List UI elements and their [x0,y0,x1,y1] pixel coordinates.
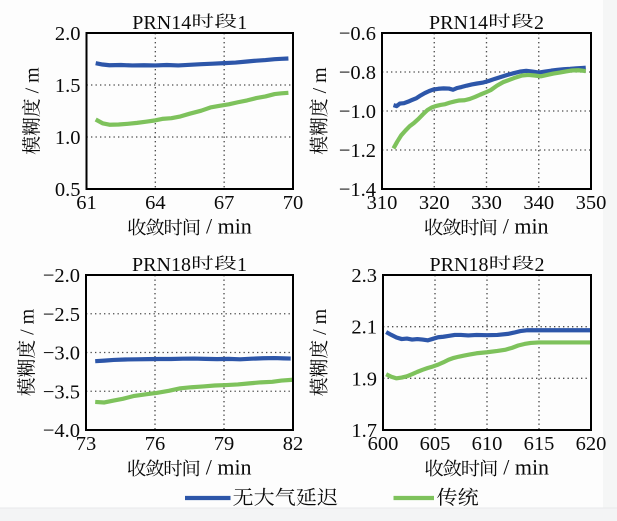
subplot-3-ylabel: / m [17,308,39,396]
subplot-2-xtick-label: 340 [523,192,554,214]
latin-run: / m [22,67,44,99]
subplot-1-ylabel-rot: / m [22,67,44,155]
subplot-3-title: PRN18 1 [132,254,247,276]
subplot-3-series-traditional [95,377,294,405]
subplot-3-xtick-label: 73 [76,433,97,455]
subplot-3-ytick-label: −3.5 [43,381,80,403]
latin-run: 2 [534,254,544,276]
subplot-2-ytick-label: −1.4 [339,179,376,201]
subplot-2-ytick-label: −1.0 [339,101,376,123]
subplots-group: PRN14 161 64 67 700.51.01.52.0 / min / mPRN1… [17,12,606,506]
latin-run: PRN18 [132,254,191,276]
subplot-3-ytick-label: −2.5 [43,304,80,326]
latin-run: 1 [237,254,247,276]
subplot-1-frame [85,32,294,190]
subplot-2-xtick-label: 350 [576,192,607,214]
subplot-4-xtick-label: 615 [524,433,555,455]
subplot-3-ytick-label: −4.0 [43,420,80,442]
subplot-1-xlabel: / min [128,214,252,239]
subplot-4-ytick-label: 2.3 [351,265,377,287]
subplot-3-xtick-label: 76 [145,433,166,455]
subplot-2-ylabel-rot: / m [309,67,331,155]
subplot-2-grid [382,33,591,189]
latin-run: PRN14 [132,12,191,34]
subplot-4-series-traditional [385,340,591,381]
subplot-4-ytick-label: 2.1 [351,317,377,339]
subplot-2-ytick-label: −0.8 [339,62,376,84]
subplot-2-xtick-label: 310 [367,192,398,214]
subplot-1-ytick-label: 2.0 [55,23,81,45]
subplot-4-ytick-label: 1.9 [351,368,377,390]
subplot-2-series-no-atmo [392,65,586,109]
subplot-4-title: PRN18 2 [430,254,545,276]
subplot-4-xtick-label: 600 [368,433,399,455]
subplot-4-ylabel-rot: / m [309,308,331,396]
subplot-3-series-no-atmo [95,355,291,364]
subplot-3-xlabel: / min [128,455,252,480]
latin-run: / m [17,308,39,340]
subplot-3-xtick-label: 79 [214,433,235,455]
subplot-1: PRN14 1 61 64 67 70 0.5 1.0 1.5 2.0 / min / m [22,12,304,239]
subplot-3: PRN18 1 73 76 79 82 −4.0 −3.5 −3.0 −2.5 −2.0 / min… [17,254,304,480]
subplot-1-series-traditional [94,90,289,127]
subplot-2: PRN14 2 310 320 330 340 350 −1.4 −1.2 −1.0 −0.8 −0.… [309,12,606,239]
subplot-2-xtick-label: 320 [419,192,450,214]
subplot-3-frame [85,274,294,431]
subplot-2-ytick-label: −0.6 [339,23,376,45]
subplot-2-series-traditional [391,68,587,150]
legend [185,487,479,506]
latin-run: PRN18 [430,254,489,276]
subplot-4-frame [382,274,592,431]
page-edge-bottom [0,508,617,521]
latin-run: PRN14 [429,12,488,34]
subplot-1-ylabel: / m [22,67,44,155]
subplot-2-ytick-label: −1.2 [339,140,376,162]
subplot-2-xtick-label: 330 [471,192,502,214]
subplot-2-xlabel: / min [425,214,549,239]
subplot-1-ytick-label: 1.5 [55,75,81,97]
latin-run: / m [309,308,331,340]
subplot-1-grid [86,33,293,189]
subplot-1-xtick-label: 64 [145,192,166,214]
latin-run: / min [200,214,251,239]
latin-run: 2 [534,12,544,34]
subplot-1-title: PRN14 1 [132,12,247,34]
latin-run: / m [309,67,331,99]
subplot-1-xtick-label: 70 [283,192,304,214]
subplot-4-xtick-label: 620 [576,433,607,455]
subplot-4-ylabel: / m [309,308,331,396]
subplot-4-ytick-label: 1.7 [351,420,377,442]
subplot-3-ytick-label: −3.0 [43,343,80,365]
subplot-1-ytick-label: 0.5 [55,179,81,201]
subplot-1-xtick-label: 67 [214,192,235,214]
latin-run: / min [200,455,251,480]
subplot-3-grid [86,275,293,430]
subplot-4-xtick-label: 610 [472,433,503,455]
subplot-1-ytick-label: 1.0 [55,127,81,149]
latin-run: 1 [237,12,247,34]
subplot-2-title: PRN14 2 [429,12,544,34]
subplot-1-xtick-label: 61 [76,192,97,214]
subplot-3-xtick-label: 82 [283,433,304,455]
subplot-1-series-no-atmo [95,56,289,68]
latin-run: / min [497,214,548,239]
subplot-2-frame [381,32,592,190]
subplot-2-ylabel: / m [309,67,331,155]
latin-run: / min [498,455,549,480]
subplot-4-series-no-atmo [385,328,591,343]
page-edge-right [603,0,617,521]
subplot-3-ytick-label: −2.0 [43,265,80,287]
subplot-4-xtick-label: 605 [420,433,451,455]
subplot-4-xlabel: / min [425,455,549,480]
subplot-3-ylabel-rot: / m [17,308,39,396]
